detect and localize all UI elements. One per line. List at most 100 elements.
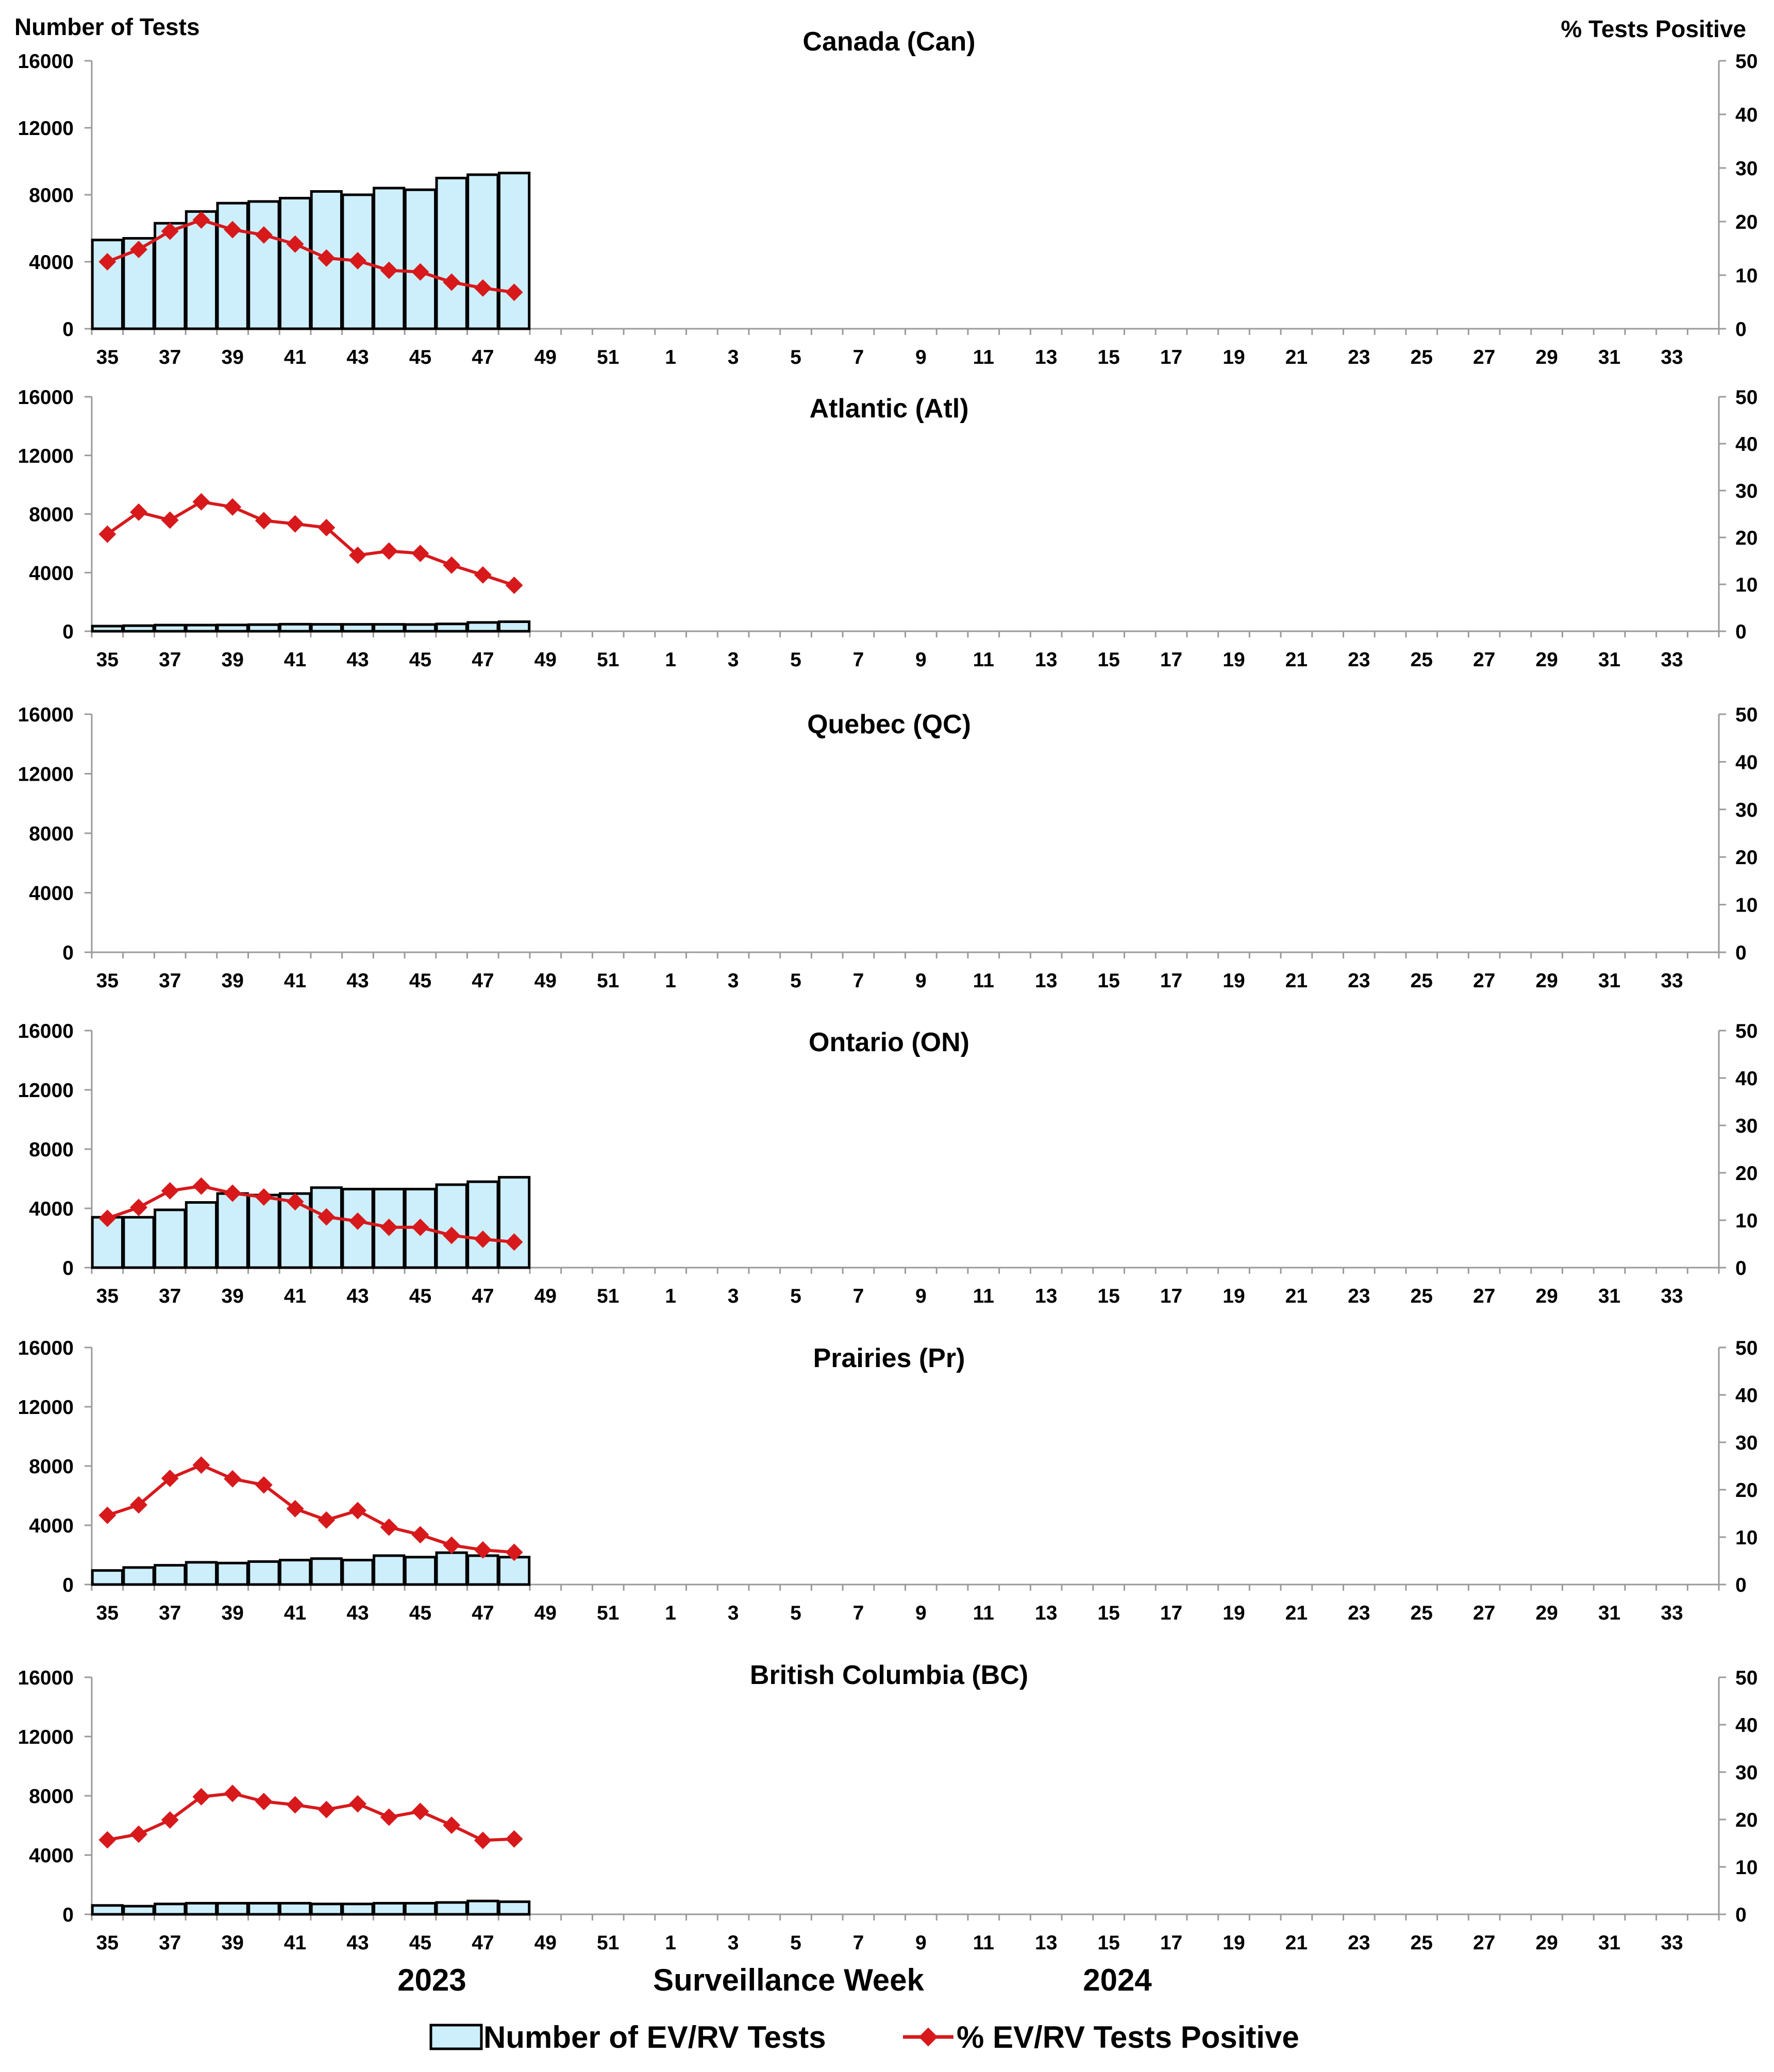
right-tick-label: 50 [1735,704,1758,726]
x-tick-label: 3 [728,1602,739,1624]
panel-title: Quebec (QC) [807,710,971,739]
x-tick-label: 13 [1035,649,1057,671]
bar-tests-week-39 [216,1561,249,1586]
x-tick-label: 51 [597,1602,619,1624]
bar-tests-week-42 [310,1902,343,1916]
x-tick-label: 1 [665,649,676,671]
left-tick-label: 0 [62,318,74,341]
x-tick-label: 33 [1661,970,1683,992]
right-tick-label: 0 [1735,1904,1747,1926]
percent-marker-week-35 [98,253,116,271]
x-tick-label: 15 [1097,346,1119,368]
percent-marker-week-45 [411,1526,429,1544]
right-tick-label: 0 [1735,942,1747,964]
percent-marker-week-40 [255,1793,273,1811]
x-tick-label: 39 [222,1602,244,1624]
x-tick-label: 35 [96,346,119,368]
x-tick-label: 47 [472,1285,494,1307]
left-tick-label: 8000 [29,184,74,207]
percent-marker-week-44 [380,542,398,560]
x-tick-label: 33 [1661,1285,1683,1307]
legend-line-label: % EV/RV Tests Positive [957,2020,1299,2054]
x-tick-label: 41 [284,1285,306,1307]
bar-tests-week-39 [216,624,249,633]
left-tick-label: 4000 [29,1515,74,1537]
panel-title: Canada (Can) [802,27,975,57]
left-tick-label: 0 [62,621,74,643]
x-tick-label: 47 [472,1932,494,1954]
percent-marker-week-47 [474,1831,492,1849]
x-tick-label: 23 [1348,346,1370,368]
x-tick-label: 47 [472,346,494,368]
bar-tests-week-45 [404,1901,437,1916]
right-tick-label: 10 [1735,265,1758,287]
panel-2: Atlantic (Atl) 0 4000 8000 12000 16000 0 10 20 30… [18,386,1758,671]
x-tick-label: 25 [1411,1932,1433,1954]
x-tick-label: 5 [790,1285,801,1307]
x-tick-label: 45 [409,1602,431,1624]
x-tick-label: 11 [973,1602,994,1624]
percent-marker-week-37 [161,1182,179,1200]
legend: Number of EV/RV Tests % EV/RV Tests Posi… [429,2020,1299,2054]
bar-tests-week-47 [466,621,499,633]
percent-marker-week-38 [192,1177,210,1195]
bar-tests-week-38 [185,1901,218,1916]
right-tick-label: 30 [1735,1762,1758,1784]
left-axis-label: Number of Tests [14,13,200,40]
percent-marker-week-38 [192,211,210,229]
bar-tests-week-48 [497,1900,531,1916]
percent-marker-week-39 [224,221,242,239]
left-tick-label: 16000 [18,1020,74,1042]
right-tick-label: 0 [1735,621,1747,643]
x-tick-label: 33 [1661,346,1683,368]
x-tick-label: 17 [1160,649,1182,671]
x-tick-label: 7 [853,1285,864,1307]
x-tick-label: 7 [853,1602,864,1624]
bar-tests-week-46 [435,177,468,330]
left-tick-label: 8000 [29,1139,74,1161]
x-tick-label: 43 [346,1285,369,1307]
bar-tests-week-41 [278,1901,312,1916]
x-tick-label: 3 [728,970,739,992]
left-tick-label: 8000 [29,1456,74,1478]
x-tick-label: 49 [534,970,557,992]
x-tick-label: 43 [346,346,369,368]
x-tick-label: 41 [284,649,306,671]
x-tick-label: 51 [597,649,619,671]
percent-marker-week-46 [443,273,461,291]
right-tick-label: 10 [1735,1210,1758,1232]
panel-title: Atlantic (Atl) [809,394,968,424]
percent-marker-week-48 [505,283,523,301]
left-tick-label: 8000 [29,504,74,526]
panel-5: Prairies (Pr) 0 4000 8000 12000 16000 0 10 20 30 4… [18,1337,1758,1624]
right-tick-label: 10 [1735,895,1758,917]
left-tick-label: 16000 [18,386,74,409]
x-tick-label: 27 [1473,649,1495,671]
right-tick-label: 50 [1735,1337,1758,1359]
percent-marker-week-42 [317,1800,336,1818]
x-tick-label: 17 [1160,1932,1182,1954]
x-tick-label: 27 [1473,346,1495,368]
x-tick-label: 27 [1473,970,1495,992]
right-tick-label: 0 [1735,1257,1747,1279]
x-tick-label: 13 [1035,1932,1057,1954]
bar-tests-week-41 [278,622,312,633]
percent-marker-week-40 [255,226,273,244]
left-tick-label: 4000 [29,1198,74,1220]
x-tick-label: 23 [1348,649,1370,671]
x-tick-label: 13 [1035,1285,1057,1307]
x-tick-label: 25 [1411,970,1433,992]
bar-tests-week-47 [466,1554,499,1586]
x-tick-label: 19 [1223,970,1245,992]
x-tick-label: 19 [1223,1602,1245,1624]
bar-tests-week-48 [497,1176,531,1269]
bar-tests-week-42 [310,623,343,633]
x-tick-label: 33 [1661,1932,1683,1954]
bar-tests-week-48 [497,620,531,633]
x-tick-label: 5 [790,970,801,992]
bar-tests-week-48 [497,1556,531,1586]
left-tick-label: 12000 [18,1080,74,1102]
right-tick-label: 10 [1735,1857,1758,1879]
panel-title: British Columbia (BC) [750,1660,1028,1690]
